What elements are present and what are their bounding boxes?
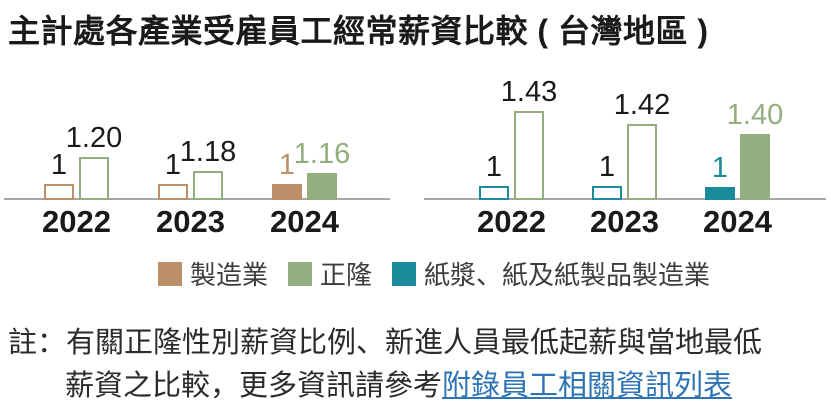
footnote: 註：有關正隆性別薪資比例、新進人員最低起薪與當地最低 薪資之比較，更多資訊請參考…	[8, 322, 823, 408]
bar-紙漿、紙及紙製品製造業-2023	[592, 186, 622, 200]
x-axis-tick-2022: 2022	[42, 204, 111, 239]
legend-swatch-manufacturing	[158, 261, 182, 286]
bar-value-label: 1.20	[65, 122, 123, 154]
bar-正隆-2022	[514, 111, 544, 200]
x-axis-tick-2024: 2024	[270, 204, 339, 239]
legend-label: 紙漿、紙及紙製品製造業	[424, 260, 711, 290]
bar-value-label: 1	[598, 151, 616, 183]
bar-製造業-2022	[44, 184, 74, 200]
bar-value-label: 1.16	[293, 138, 351, 170]
bar-紙漿、紙及紙製品製造業-2022	[479, 186, 509, 200]
footnote-line-2: 薪資之比較，更多資訊請參考附錄員工相關資訊列表	[65, 365, 823, 408]
legend-swatch-chengloong	[288, 261, 313, 286]
bar-正隆-2024	[740, 134, 770, 200]
bar-正隆-2022	[79, 157, 109, 200]
bar-value-label: 1.18	[179, 136, 237, 168]
legend-swatch-paper-industry	[392, 261, 417, 286]
legend-item-paper-industry: 紙漿、紙及紙製品製造業	[392, 255, 710, 292]
x-axis-tick-2022: 2022	[477, 204, 546, 239]
bar-製造業-2023	[158, 184, 188, 200]
bar-製造業-2024	[272, 184, 302, 200]
bar-value-label: 1	[50, 149, 68, 181]
bar-value-label: 1.40	[726, 99, 784, 131]
bar-紙漿、紙及紙製品製造業-2024	[705, 187, 735, 200]
x-axis-tick-2024: 2024	[703, 204, 772, 239]
bar-正隆-2023	[193, 171, 223, 200]
x-axis-tick-2023: 2023	[156, 204, 225, 239]
legend-item-manufacturing: 製造業	[158, 255, 268, 292]
bar-正隆-2023	[627, 124, 657, 200]
bar-value-label: 1	[278, 149, 296, 181]
legend-item-chengloong: 正隆	[288, 255, 372, 292]
bar-value-label: 1.42	[613, 89, 671, 121]
bar-value-label: 1	[711, 152, 729, 184]
x-axis-tick-2023: 2023	[590, 204, 659, 239]
bar-value-label: 1	[164, 149, 182, 181]
legend-label: 正隆	[320, 260, 373, 290]
chart-legend: 製造業 正隆 紙漿、紙及紙製品製造業	[158, 255, 710, 292]
legend-label: 製造業	[190, 260, 269, 290]
footnote-line-1: 註：有關正隆性別薪資比例、新進人員最低起薪與當地最低	[8, 327, 763, 359]
footnote-line-2-text: 薪資之比較，更多資訊請參考	[65, 370, 443, 402]
bar-value-label: 1.43	[500, 76, 558, 108]
bar-正隆-2024	[307, 173, 337, 200]
appendix-employee-info-link[interactable]: 附錄員工相關資訊列表	[442, 370, 733, 402]
bar-value-label: 1	[485, 151, 503, 183]
x-axis-line	[424, 198, 826, 200]
page-title: 主計處各產業受雇員工經常薪資比較 ( 台灣地區 )	[8, 13, 709, 49]
